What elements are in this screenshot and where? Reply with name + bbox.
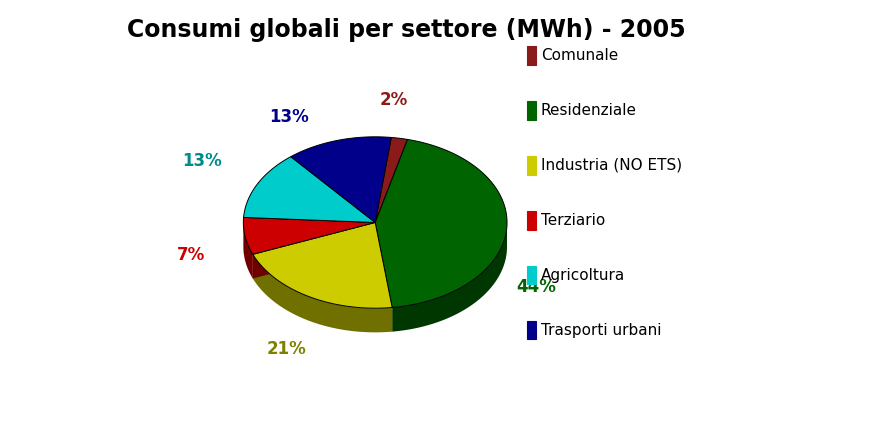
Bar (527, 321, 536, 340)
Polygon shape (375, 222, 392, 332)
Text: Agricoltura: Agricoltura (541, 268, 625, 283)
Bar (527, 266, 536, 284)
Polygon shape (375, 138, 407, 222)
Bar (527, 156, 536, 174)
Polygon shape (375, 222, 392, 332)
Polygon shape (392, 223, 507, 332)
Polygon shape (375, 139, 507, 307)
Text: 13%: 13% (182, 152, 222, 170)
Text: 7%: 7% (176, 246, 205, 263)
Text: Terziario: Terziario (541, 213, 605, 228)
Text: 44%: 44% (516, 278, 556, 296)
Text: Residenziale: Residenziale (541, 103, 637, 118)
Polygon shape (253, 255, 392, 332)
Text: 13%: 13% (270, 108, 309, 126)
Text: 21%: 21% (266, 340, 307, 358)
Text: Comunale: Comunale (541, 48, 618, 63)
Bar (527, 101, 536, 120)
Polygon shape (253, 222, 392, 308)
Polygon shape (243, 222, 253, 279)
Bar (527, 211, 536, 230)
Polygon shape (253, 222, 375, 279)
Text: 2%: 2% (380, 92, 408, 109)
Bar (527, 46, 536, 65)
Polygon shape (253, 222, 375, 279)
Polygon shape (290, 137, 391, 222)
Polygon shape (243, 218, 375, 255)
Text: Industria (NO ETS): Industria (NO ETS) (541, 158, 682, 173)
Text: Trasporti urbani: Trasporti urbani (541, 323, 661, 338)
Text: Consumi globali per settore (MWh) - 2005: Consumi globali per settore (MWh) - 2005 (127, 18, 685, 42)
Polygon shape (243, 157, 375, 222)
